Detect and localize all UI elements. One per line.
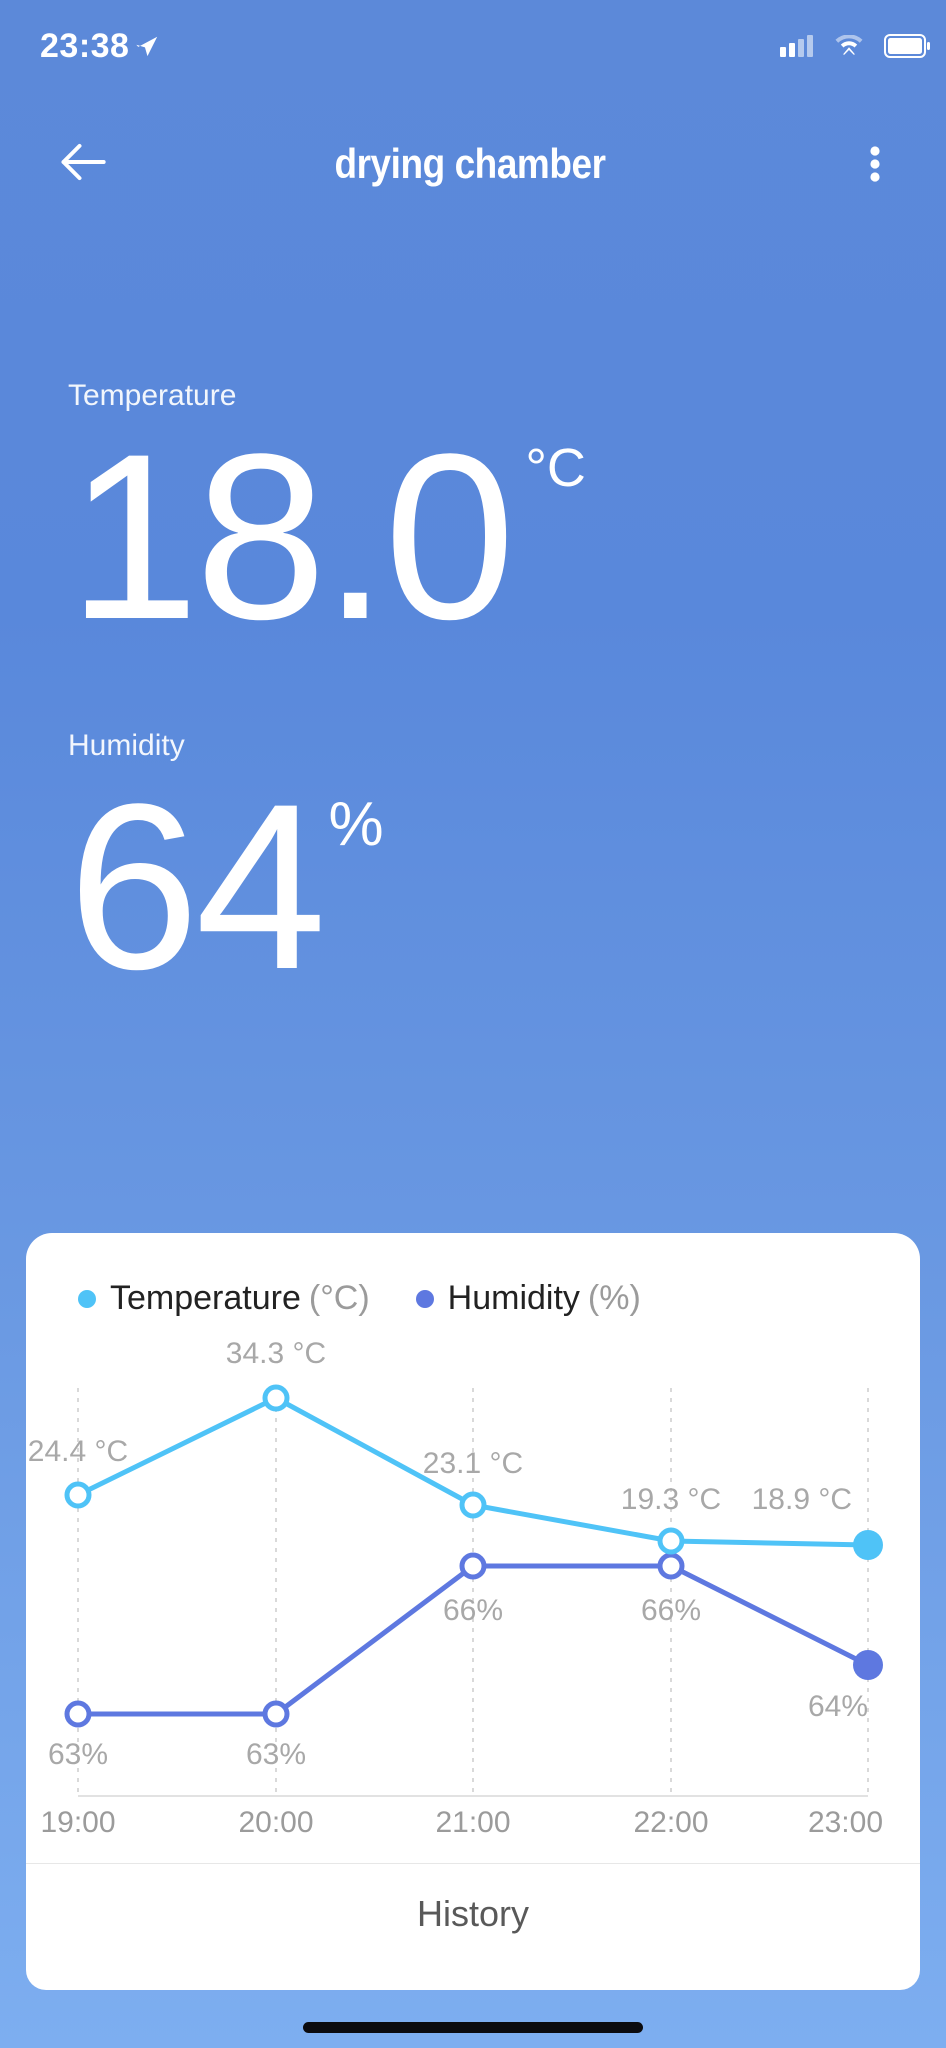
svg-text:23.1 °C: 23.1 °C — [423, 1447, 523, 1480]
svg-text:18.9 °C: 18.9 °C — [752, 1483, 852, 1516]
svg-text:66%: 66% — [641, 1594, 701, 1627]
svg-text:19.3 °C: 19.3 °C — [621, 1483, 721, 1516]
svg-text:24.4 °C: 24.4 °C — [28, 1435, 128, 1468]
svg-text:63%: 63% — [48, 1738, 108, 1771]
svg-text:63%: 63% — [246, 1738, 306, 1771]
svg-text:64%: 64% — [808, 1690, 868, 1723]
svg-text:66%: 66% — [443, 1594, 503, 1627]
svg-text:34.3 °C: 34.3 °C — [226, 1337, 326, 1370]
